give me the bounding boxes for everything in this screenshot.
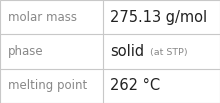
Text: 275.13 g/mol: 275.13 g/mol (110, 10, 207, 25)
Text: (at STP): (at STP) (147, 47, 187, 57)
Text: 262 °C: 262 °C (110, 78, 161, 93)
Text: solid: solid (110, 44, 145, 59)
Text: melting point: melting point (8, 79, 87, 92)
Text: phase: phase (8, 45, 44, 58)
Text: molar mass: molar mass (8, 11, 77, 24)
